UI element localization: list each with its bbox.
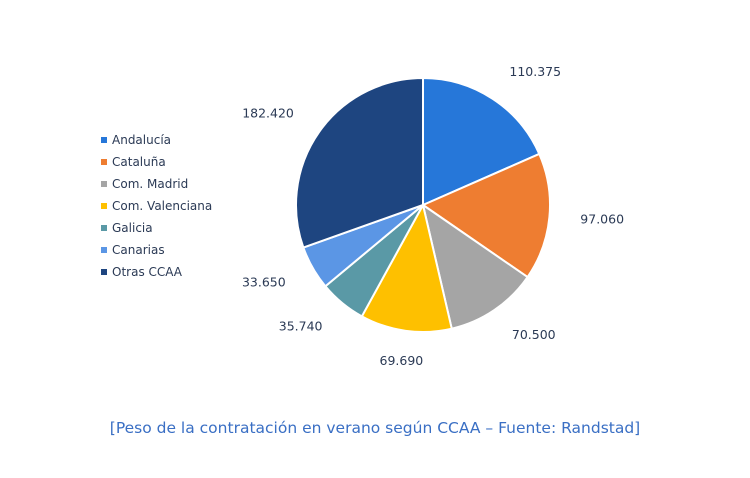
legend-item-otras-ccaa: Otras CCAA bbox=[101, 261, 212, 283]
legend-label-cataluna: Cataluña bbox=[112, 155, 166, 169]
legend: Andalucía Cataluña Com. Madrid Com. Vale… bbox=[101, 129, 212, 283]
legend-item-canarias: Canarias bbox=[101, 239, 212, 261]
data-label-com-madrid: 70.500 bbox=[512, 327, 556, 342]
legend-swatch-galicia bbox=[101, 225, 107, 231]
legend-item-com-valenciana: Com. Valenciana bbox=[101, 195, 212, 217]
legend-swatch-andalucia bbox=[101, 137, 107, 143]
data-label-canarias: 33.650 bbox=[242, 275, 286, 290]
chart-caption: [Peso de la contratación en verano según… bbox=[109, 419, 641, 437]
legend-swatch-com-valenciana bbox=[101, 203, 107, 209]
pie-slice-com-madrid bbox=[422, 204, 529, 330]
legend-item-cataluna: Cataluña bbox=[101, 151, 212, 173]
legend-label-otras-ccaa: Otras CCAA bbox=[112, 265, 183, 279]
legend-item-galicia: Galicia bbox=[101, 217, 212, 239]
data-label-galicia: 35.740 bbox=[279, 318, 323, 333]
pie-slice-andalucia bbox=[422, 77, 541, 206]
legend-label-com-madrid: Com. Madrid bbox=[112, 177, 189, 191]
legend-swatch-canarias bbox=[101, 247, 107, 253]
legend-label-canarias: Canarias bbox=[112, 243, 165, 257]
data-label-andalucia: 110.375 bbox=[509, 64, 561, 79]
legend-label-andalucia: Andalucía bbox=[112, 133, 172, 147]
legend-item-andalucia: Andalucía bbox=[101, 129, 212, 151]
data-label-com-valenciana: 69.690 bbox=[380, 353, 424, 368]
legend-swatch-cataluna bbox=[101, 159, 107, 165]
legend-label-galicia: Galicia bbox=[112, 221, 153, 235]
pie-slice-otras-ccaa bbox=[295, 77, 424, 249]
data-label-otras-ccaa: 182.420 bbox=[242, 105, 294, 120]
pie-slice-com-valenciana bbox=[360, 204, 453, 333]
legend-swatch-com-madrid bbox=[101, 181, 107, 187]
pie-slice-cataluna bbox=[422, 152, 551, 279]
legend-label-com-valenciana: Com. Valenciana bbox=[112, 199, 213, 213]
data-label-cataluna: 97.060 bbox=[580, 212, 624, 227]
legend-item-com-madrid: Com. Madrid bbox=[101, 173, 212, 195]
legend-swatch-otras-ccaa bbox=[101, 269, 107, 275]
